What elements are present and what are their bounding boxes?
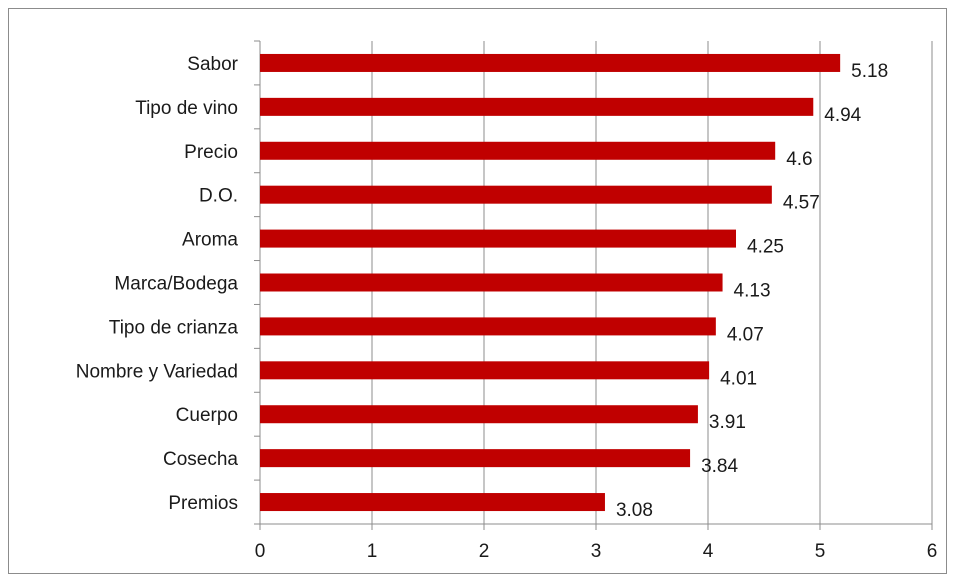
data-label: 4.57 [783,193,820,214]
bar [260,229,736,248]
data-label: 5.18 [851,61,888,82]
category-label: Sabor [187,54,238,75]
category-label: Aroma [182,230,238,251]
category-label: Cuerpo [176,405,238,426]
category-label: Precio [184,142,238,163]
bar [260,405,698,424]
x-tick-label: 1 [367,541,378,562]
bar [260,141,776,160]
bar [260,53,841,72]
category-label: Premios [168,493,238,514]
labels: 0 1 2 3 4 5 6 Sabor 5.18 Tipo de vino 4.94 Precio 4.… [76,54,938,562]
x-tick-label: 6 [927,541,938,562]
category-label: D.O. [199,186,238,207]
data-label: 4.07 [727,324,764,345]
category-label: Tipo de crianza [109,317,239,338]
bar [260,273,723,292]
x-tick-label: 2 [479,541,490,562]
gridlines [371,41,933,524]
x-tick-label: 3 [591,541,602,562]
bars [260,53,841,512]
data-label: 3.91 [709,412,746,433]
data-label: 4.25 [747,237,784,258]
bar [260,493,605,512]
bar [260,361,710,380]
data-label: 4.01 [720,368,757,389]
category-label: Nombre y Variedad [76,361,238,382]
category-label: Tipo de vino [135,98,238,119]
x-tick-label: 0 [255,541,266,562]
x-tick-label: 4 [703,541,714,562]
data-label: 4.94 [824,105,861,126]
bar [260,317,716,336]
data-label: 4.6 [786,149,812,170]
bar [260,97,814,116]
data-label: 3.08 [616,500,653,521]
data-label: 3.84 [701,456,738,477]
bar [260,185,772,204]
bar [260,449,691,468]
x-tick-label: 5 [815,541,826,562]
data-label: 4.13 [734,281,771,302]
category-label: Marca/Bodega [114,274,238,295]
category-label: Cosecha [163,449,238,470]
